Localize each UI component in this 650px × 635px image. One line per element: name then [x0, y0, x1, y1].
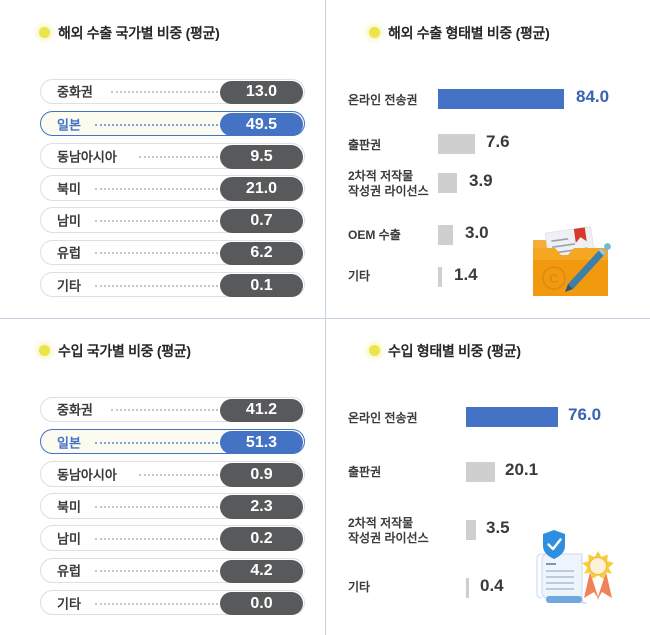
svg-text:C: C: [549, 271, 559, 286]
